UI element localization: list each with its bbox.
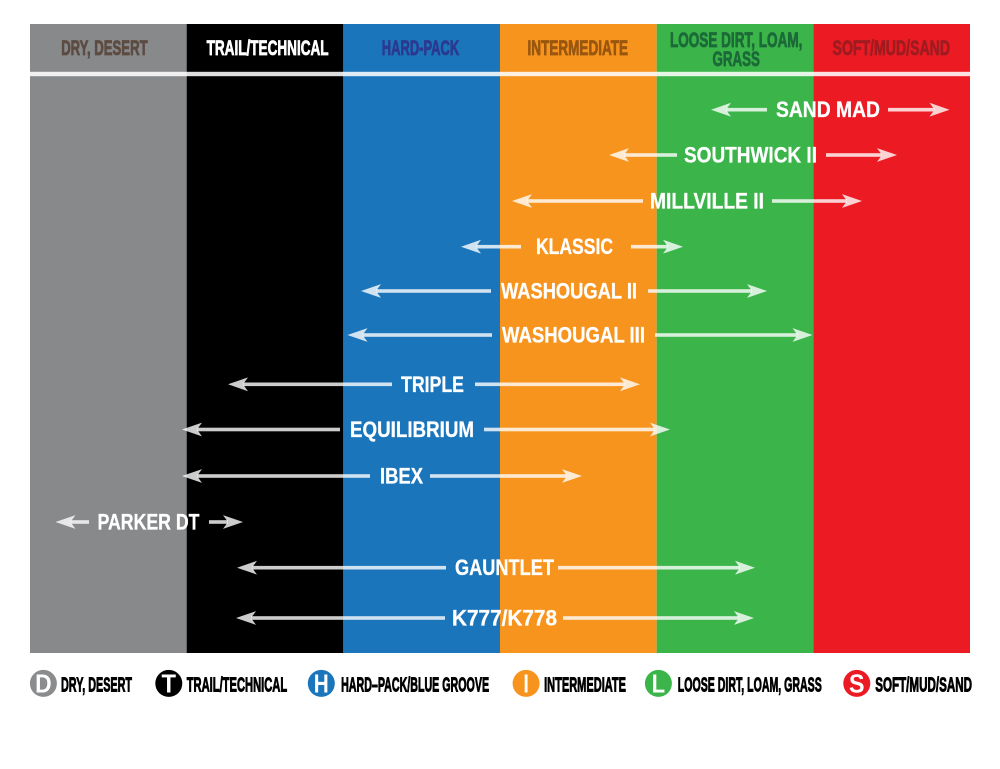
svg-text:SOUTHWICK II: SOUTHWICK II <box>684 143 817 168</box>
svg-text:H: H <box>314 668 329 698</box>
svg-text:INTERMEDIATE: INTERMEDIATE <box>544 675 626 697</box>
svg-text:INTERMEDIATE: INTERMEDIATE <box>528 37 629 60</box>
svg-text:TRIPLE: TRIPLE <box>401 372 464 397</box>
svg-text:GRASS: GRASS <box>712 48 760 71</box>
svg-text:WASHOUGAL II: WASHOUGAL II <box>501 279 637 304</box>
svg-text:PARKER DT: PARKER DT <box>98 510 200 535</box>
svg-text:DRY, DESERT: DRY, DESERT <box>61 37 148 60</box>
svg-text:K777/K778: K777/K778 <box>452 606 557 631</box>
svg-text:SAND MAD: SAND MAD <box>776 97 880 122</box>
svg-text:TRAIL/TECHNICAL: TRAIL/TECHNICAL <box>207 37 329 60</box>
svg-text:T: T <box>162 668 177 698</box>
svg-text:SOFT/MUD/SAND: SOFT/MUD/SAND <box>833 37 951 60</box>
svg-text:I: I <box>523 668 529 698</box>
svg-text:SOFT/MUD/SAND: SOFT/MUD/SAND <box>875 675 972 697</box>
svg-text:L: L <box>652 668 666 698</box>
svg-text:LOOSE DIRT, LOAM, GRASS: LOOSE DIRT, LOAM, GRASS <box>678 675 822 697</box>
svg-text:EQUILIBRIUM: EQUILIBRIUM <box>350 417 474 442</box>
svg-text:HARD-PACK: HARD-PACK <box>382 37 459 60</box>
svg-text:HARD–PACK/BLUE GROOVE: HARD–PACK/BLUE GROOVE <box>341 675 489 697</box>
svg-text:TRAIL/TECHNICAL: TRAIL/TECHNICAL <box>187 675 288 697</box>
svg-text:GAUNTLET: GAUNTLET <box>455 555 554 580</box>
svg-text:IBEX: IBEX <box>380 464 423 489</box>
svg-text:MILLVILLE II: MILLVILLE II <box>650 189 764 214</box>
svg-text:WASHOUGAL III: WASHOUGAL III <box>502 323 645 348</box>
svg-text:LOOSE DIRT, LOAM,: LOOSE DIRT, LOAM, <box>670 29 803 52</box>
svg-text:S: S <box>849 668 865 698</box>
svg-text:D: D <box>35 668 52 698</box>
svg-text:DRY, DESERT: DRY, DESERT <box>61 675 132 697</box>
svg-text:KLASSIC: KLASSIC <box>536 234 613 259</box>
